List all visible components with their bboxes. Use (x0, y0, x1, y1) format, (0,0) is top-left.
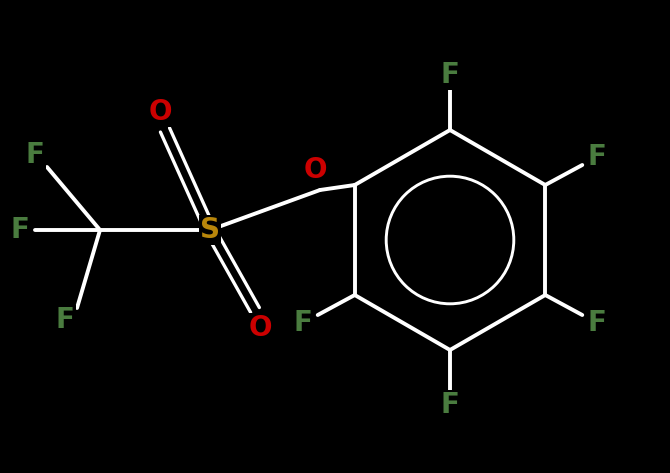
Text: F: F (588, 309, 607, 337)
Text: O: O (304, 156, 327, 184)
Text: F: F (25, 141, 44, 169)
Text: F: F (441, 61, 460, 89)
Text: S: S (200, 216, 220, 244)
Text: F: F (293, 309, 312, 337)
Text: F: F (441, 391, 460, 419)
Text: F: F (11, 216, 29, 244)
Text: O: O (148, 98, 172, 126)
Text: F: F (56, 306, 74, 334)
Text: F: F (588, 143, 607, 171)
Text: O: O (249, 314, 272, 342)
